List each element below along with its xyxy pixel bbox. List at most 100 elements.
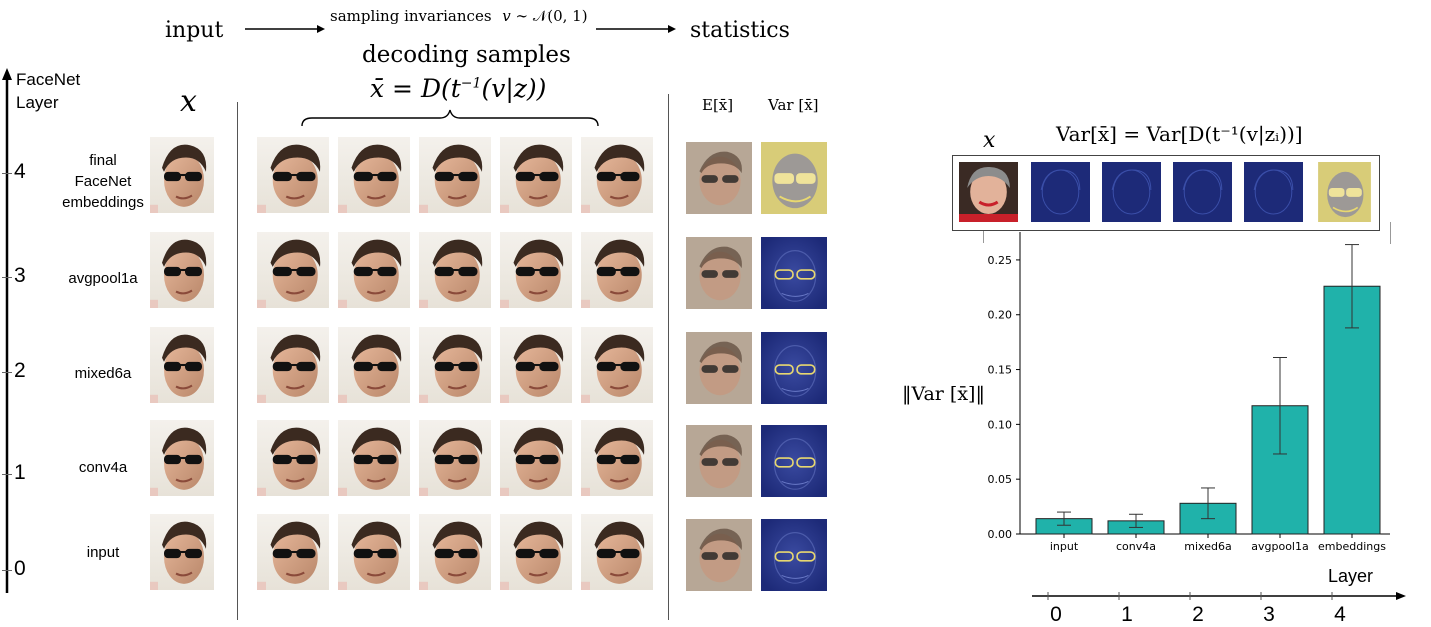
layer-axis-arrowhead (1396, 592, 1406, 600)
decoding-brace (301, 109, 599, 127)
left-tick-label-3: 3 (14, 264, 26, 287)
variance-image (761, 425, 827, 497)
variance-image (761, 332, 827, 404)
row-name-mixed6a: mixed6a (74, 365, 132, 382)
decoded-sample-image (257, 420, 329, 496)
layer-tick-label: 3 (1263, 603, 1275, 626)
row-name-input: input (86, 544, 120, 561)
y-tick-label: 0.00 (988, 528, 1013, 541)
decoded-sample-image (338, 420, 410, 496)
x-tick-label-conv4a: conv4a (1116, 540, 1156, 553)
x-tick-label-mixed6a: mixed6a (1184, 540, 1231, 553)
y-tick-label: 0.20 (988, 309, 1013, 322)
header-arrow-2 (596, 25, 676, 33)
row-name-conv4a: conv4a (78, 459, 128, 476)
decoded-sample-image (257, 514, 329, 590)
decoded-sample-image (338, 137, 410, 213)
input-image-x (150, 514, 214, 590)
row-name-line: final (89, 152, 117, 169)
decoded-sample-image (257, 327, 329, 403)
separator-left (237, 102, 238, 620)
y-tick-label: 0.25 (988, 254, 1013, 267)
connector-right (1390, 222, 1391, 244)
x-tick-label-embeddings: embeddings (1318, 540, 1386, 553)
input-image-x (150, 420, 214, 496)
separator-right (668, 94, 669, 620)
left-tick-label-4: 4 (14, 160, 26, 183)
variance-image (761, 237, 827, 309)
row-name-line: embeddings (62, 194, 144, 211)
column-label-var: Var [x̄] (768, 96, 819, 114)
decoded-sample-image (500, 420, 572, 496)
header-input-label: input (165, 18, 224, 43)
input-image-x (150, 232, 214, 308)
decoding-formula: x̄ = D(t−1(v|z)) (370, 74, 547, 103)
layer-tick-label: 1 (1121, 603, 1133, 626)
left-axis-title-line1: FaceNet (16, 70, 81, 89)
decoded-sample-image (581, 327, 653, 403)
decoded-sample-image (419, 514, 491, 590)
strip-variance-image (1244, 162, 1303, 222)
decoded-sample-image (581, 514, 653, 590)
decoded-sample-image (257, 232, 329, 308)
input-image-x (150, 137, 214, 213)
left-axis-title-line2: Layer (16, 93, 59, 112)
strip-variance-image (1102, 162, 1161, 222)
mean-image (686, 237, 752, 309)
decoded-sample-image (338, 232, 410, 308)
mean-image (686, 142, 752, 214)
decoded-sample-image (419, 137, 491, 213)
column-label-mean: E[x̄] (702, 96, 734, 114)
decoded-sample-image (581, 137, 653, 213)
mean-image (686, 332, 752, 404)
variance-strip-frame (952, 155, 1380, 231)
row-name-line: FaceNet (74, 173, 132, 190)
x-tick-label-avgpool1a: avgpool1a (1251, 540, 1308, 553)
decoded-sample-image (500, 514, 572, 590)
right-top-formula: Var[x̄] = Var[D(t⁻¹(v|zᵢ))] (1056, 122, 1303, 146)
bottom-layer-axis: 0 1 2 3 4 (1032, 592, 1406, 626)
strip-variance-image (1315, 162, 1374, 222)
sampling-text: sampling invariances (330, 7, 492, 25)
decoded-sample-image (500, 137, 572, 213)
left-tick-label-1: 1 (14, 461, 26, 484)
y-tick-label: 0.15 (988, 364, 1013, 377)
connector-left (983, 231, 984, 243)
left-tick-label-2: 2 (14, 359, 26, 382)
mean-image (686, 425, 752, 497)
left-tick-label-0: 0 (14, 557, 26, 580)
decoded-sample-image (419, 420, 491, 496)
layer-tick-label: 4 (1334, 603, 1346, 626)
column-label-x: x (180, 84, 197, 119)
decoded-sample-image (338, 514, 410, 590)
layer-tick-label: 0 (1050, 603, 1062, 626)
decoded-sample-image (419, 232, 491, 308)
left-tick-1 (2, 474, 12, 475)
right-x-label: x (983, 128, 996, 153)
left-tick-4 (2, 173, 12, 174)
left-tick-3 (2, 277, 12, 278)
decoded-sample-image (500, 327, 572, 403)
chart-ylabel: ‖Var [x̄]‖ (902, 383, 985, 405)
layer-tick-label: 2 (1192, 603, 1204, 626)
variance-image (761, 142, 827, 214)
sampling-formula: v (502, 7, 511, 25)
decoding-samples-title: decoding samples (362, 42, 571, 68)
header-statistics-label: statistics (690, 18, 790, 43)
bottom-axis-label: Layer (1328, 566, 1374, 586)
header-arrow-1 (245, 25, 325, 33)
left-axis-title: FaceNet Layer (16, 68, 80, 114)
decoded-sample-image (581, 420, 653, 496)
decoded-sample-image (419, 327, 491, 403)
strip-input-image (959, 162, 1018, 222)
strip-variance-image (1031, 162, 1090, 222)
decoded-sample-image (338, 327, 410, 403)
decoded-sample-image (257, 137, 329, 213)
decoded-sample-image (500, 232, 572, 308)
input-image-x (150, 327, 214, 403)
decoded-sample-image (581, 232, 653, 308)
header-sampling-label: sampling invariances v ∼ 𝒩(0, 1) (330, 7, 588, 25)
strip-variance-image (1173, 162, 1232, 222)
y-tick-label: 0.10 (988, 418, 1013, 431)
row-name-embeddings: final FaceNet embeddings (48, 150, 158, 213)
